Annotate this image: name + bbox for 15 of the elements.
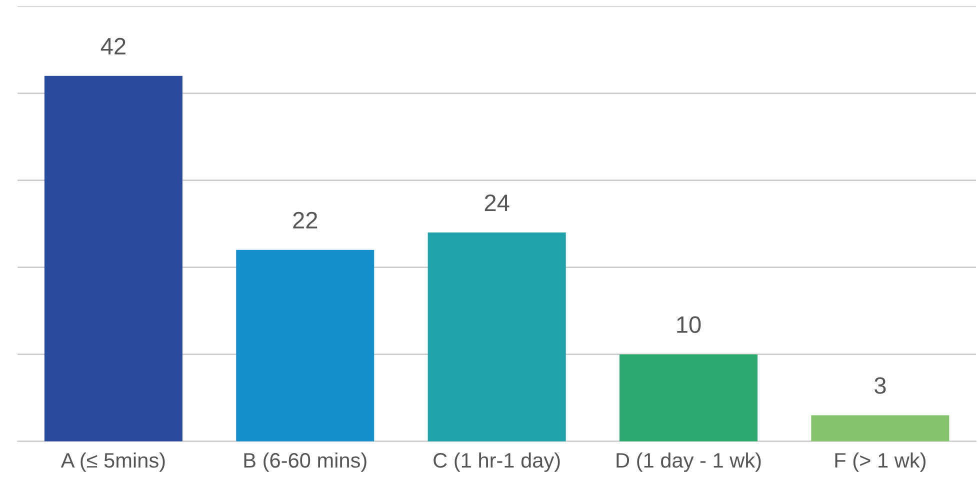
x-tick-label: D (1 day - 1 wk) [616, 452, 761, 472]
x-tick-label: F (> 1 wk) [835, 452, 926, 472]
bar [428, 232, 566, 442]
data-label: 22 [293, 212, 318, 228]
x-tick-label: A (≤ 5mins) [60, 452, 165, 472]
data-label: 42 [100, 38, 126, 54]
bar [811, 415, 950, 442]
data-label: 3 [874, 377, 886, 394]
x-tick-label: B (6-60 mins) [244, 452, 366, 472]
x-tick-label: C (1 hr-1 day) [434, 452, 560, 472]
bar [236, 250, 374, 442]
bar [620, 354, 758, 442]
bar [44, 76, 182, 442]
data-label: 10 [677, 316, 701, 334]
data-label: 24 [484, 194, 510, 211]
